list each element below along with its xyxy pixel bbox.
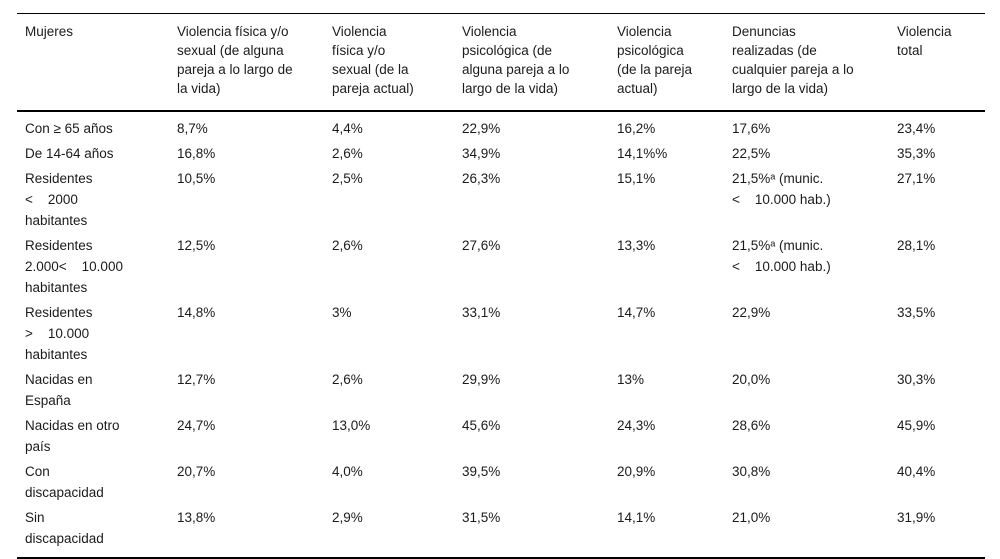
table-cell: 33,1% (462, 305, 501, 320)
column-header-violencia-fisica-sexual-actual: Violencia física y/o sexual (de la parej… (332, 13, 462, 112)
table-row: Con ≥ 65 años 8,7% 4,4% 22,9% 16,2% 17,6… (17, 111, 985, 141)
table-cell: 39,5% (462, 464, 501, 479)
row-label: Sin discapacidad (25, 510, 104, 546)
row-label: Nacidas en España (25, 372, 93, 408)
column-header-violencia-psicologica-actual: Violencia psicológica (de la pareja actu… (617, 13, 732, 112)
table-cell: 20,9% (617, 464, 656, 479)
header-row: Mujeres Violencia física y/o sexual (de … (17, 13, 985, 112)
table-cell: 16,8% (177, 146, 216, 161)
table-row: Con discapacidad 20,7% 4,0% 39,5% 20,9% … (17, 459, 985, 505)
row-label: Residentes < 2000 habitantes (25, 171, 93, 228)
table-cell: 33,5% (897, 305, 936, 320)
table-cell: 13,8% (177, 510, 216, 525)
table-cell: 21,0% (732, 510, 771, 525)
table-cell: 12,5% (177, 238, 216, 253)
table-cell: 14,7% (617, 305, 656, 320)
table-cell: 31,5% (462, 510, 501, 525)
column-header-violencia-psicologica-vida: Violencia psicológica (de alguna pareja … (462, 13, 617, 112)
table-row: De 14-64 años 16,8% 2,6% 34,9% 14,1%% 22… (17, 141, 985, 166)
table-cell: 2,6% (332, 146, 363, 161)
violence-statistics-table: Mujeres Violencia física y/o sexual (de … (17, 13, 985, 559)
table-cell: 14,8% (177, 305, 216, 320)
table-cell: 35,3% (897, 146, 936, 161)
row-label: Con ≥ 65 años (25, 121, 113, 136)
table-cell: 17,6% (732, 121, 771, 136)
row-label: De 14-64 años (25, 146, 114, 161)
table-cell: 34,9% (462, 146, 501, 161)
table-cell: 16,2% (617, 121, 656, 136)
table-cell: 28,6% (732, 418, 771, 433)
table-cell: 3% (332, 305, 352, 320)
row-label: Nacidas en otro país (25, 418, 120, 454)
table-cell: 2,5% (332, 171, 363, 186)
table-cell: 22,5% (732, 146, 771, 161)
table-cell: 2,6% (332, 238, 363, 253)
table-cell: 8,7% (177, 121, 208, 136)
table-cell: 30,8% (732, 464, 771, 479)
table-container: Mujeres Violencia física y/o sexual (de … (17, 13, 985, 559)
table-row: Residentes < 2000 habitantes 10,5% 2,5% … (17, 166, 985, 233)
table-cell: 45,9% (897, 418, 936, 433)
table-cell: 14,1%% (617, 146, 668, 161)
table-row: Residentes > 10.000 habitantes 14,8% 3% … (17, 300, 985, 367)
table-cell: 14,1% (617, 510, 656, 525)
table-cell: 26,3% (462, 171, 501, 186)
table-cell: 4,4% (332, 121, 363, 136)
table-cell: 21,5%ᵃ (munic. < 10.000 hab.) (732, 238, 831, 274)
table-cell: 27,1% (897, 171, 936, 186)
table-cell: 31,9% (897, 510, 936, 525)
table-row: Sin discapacidad 13,8% 2,9% 31,5% 14,1% … (17, 505, 985, 558)
row-label: Residentes 2.000< 10.000 habitantes (25, 238, 123, 295)
table-cell: 27,6% (462, 238, 501, 253)
table-cell: 21,5%ᵃ (munic. < 10.000 hab.) (732, 171, 831, 207)
table-cell: 22,9% (462, 121, 501, 136)
table-cell: 24,3% (617, 418, 656, 433)
column-header-violencia-fisica-sexual-vida: Violencia física y/o sexual (de alguna p… (177, 13, 332, 112)
row-label: Con discapacidad (25, 464, 104, 500)
column-header-denuncias-realizadas: Denuncias realizadas (de cualquier parej… (732, 13, 897, 112)
table-cell: 20,7% (177, 464, 216, 479)
table-cell: 28,1% (897, 238, 936, 253)
table-cell: 29,9% (462, 372, 501, 387)
table-row: Residentes 2.000< 10.000 habitantes 12,5… (17, 233, 985, 300)
table-cell: 13% (617, 372, 645, 387)
table-cell: 4,0% (332, 464, 363, 479)
table-cell: 10,5% (177, 171, 216, 186)
table-cell: 23,4% (897, 121, 936, 136)
table-cell: 22,9% (732, 305, 771, 320)
table-cell: 2,9% (332, 510, 363, 525)
table-cell: 30,3% (897, 372, 936, 387)
column-header-violencia-total: Violencia total (897, 13, 985, 112)
table-cell: 2,6% (332, 372, 363, 387)
table-cell: 40,4% (897, 464, 936, 479)
table-cell: 12,7% (177, 372, 216, 387)
table-cell: 45,6% (462, 418, 501, 433)
table-cell: 15,1% (617, 171, 656, 186)
table-cell: 13,3% (617, 238, 656, 253)
column-header-mujeres: Mujeres (17, 13, 177, 112)
table-row: Nacidas en España 12,7% 2,6% 29,9% 13% 2… (17, 367, 985, 413)
table-cell: 13,0% (332, 418, 371, 433)
table-cell: 20,0% (732, 372, 771, 387)
row-label: Residentes > 10.000 habitantes (25, 305, 93, 362)
table-cell: 24,7% (177, 418, 216, 433)
table-row: Nacidas en otro país 24,7% 13,0% 45,6% 2… (17, 413, 985, 459)
